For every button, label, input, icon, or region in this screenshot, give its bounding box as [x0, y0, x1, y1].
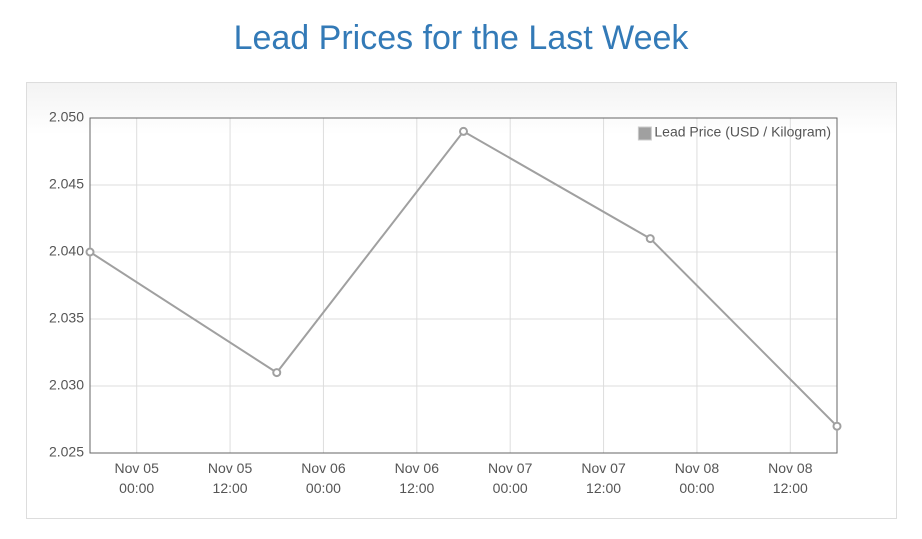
x-tick-label: Nov 06 00:00 [301, 460, 346, 496]
point [645, 234, 655, 244]
y-tick-label: 2.040 [49, 243, 84, 259]
x-tick-label: Nov 06 12:00 [394, 460, 439, 496]
x-tick-label: Nov 08 00:00 [674, 460, 720, 496]
point [459, 126, 468, 136]
y-tick-label: 2.025 [49, 444, 84, 460]
point [85, 247, 95, 257]
legend-swatch [637, 126, 652, 141]
x-tick-label: Nov 05 00:00 [114, 460, 159, 496]
x-tick-label: Nov 05 12:00 [207, 460, 253, 496]
point [272, 368, 282, 378]
y-tick-label: 2.045 [49, 176, 84, 192]
y-tick-label: 2.035 [49, 310, 84, 326]
panel [26, 82, 897, 519]
point [832, 421, 842, 431]
y-tick-label: 2.030 [49, 377, 84, 393]
y-tick-label: 2.050 [49, 109, 84, 125]
x-tick-label: Nov 07 12:00 [581, 460, 626, 496]
chart-title: Lead Prices for the Last Week [234, 19, 690, 57]
x-tick-label: Nov 07 00:00 [488, 460, 533, 496]
legend-label: Lead Price (USD / Kilogram) [654, 124, 831, 140]
plot-border [89, 117, 838, 454]
x-tick-label: Nov 08 12:00 [768, 460, 813, 496]
